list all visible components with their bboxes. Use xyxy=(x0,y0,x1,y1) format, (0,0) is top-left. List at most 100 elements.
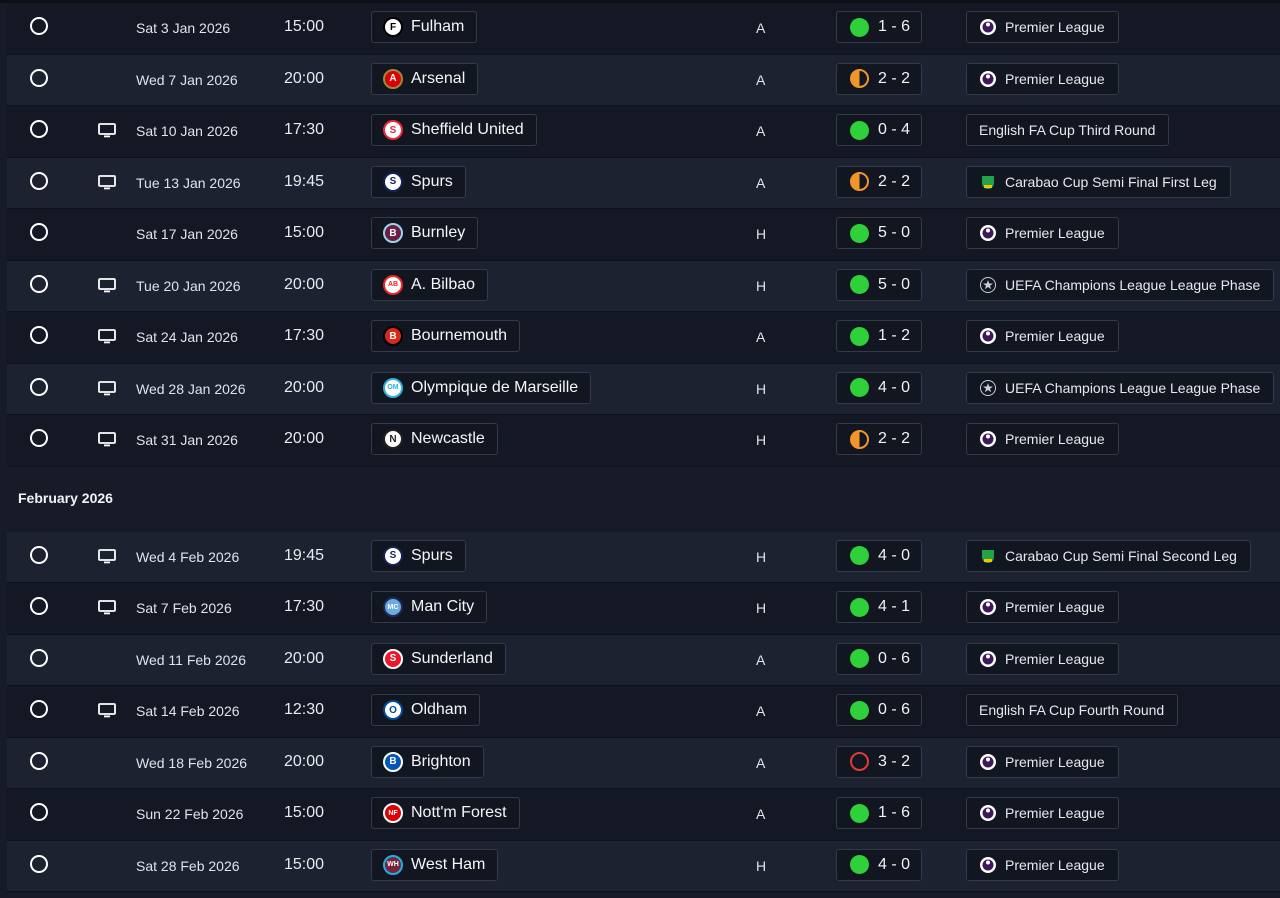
result-button[interactable]: 5 - 0 xyxy=(836,217,922,249)
fixture-row[interactable]: Sat 31 Jan 2026 20:00 N Newcastle H 2 - 2 Prem… xyxy=(7,415,1280,467)
competition-button[interactable]: Premier League xyxy=(966,217,1119,249)
select-circle-button[interactable] xyxy=(30,17,48,35)
result-button[interactable]: 1 - 6 xyxy=(836,797,922,829)
competition-button[interactable]: Premier League xyxy=(966,797,1119,829)
result-button[interactable]: 5 - 0 xyxy=(836,268,922,301)
man-city-crest-icon: MC xyxy=(383,597,403,617)
result-button[interactable]: 1 - 6 xyxy=(836,11,922,43)
result-button[interactable]: 4 - 0 xyxy=(836,371,922,404)
opponent-button[interactable]: S Sunderland xyxy=(371,642,506,675)
fixture-row[interactable]: Wed 7 Jan 2026 20:00 A Arsenal A 2 - 2 Premier… xyxy=(7,54,1280,106)
opponent-button[interactable]: MC Man City xyxy=(371,591,488,623)
select-circle-button[interactable] xyxy=(30,223,48,241)
select-circle-button[interactable] xyxy=(30,545,48,564)
result-button[interactable]: 1 - 2 xyxy=(836,320,922,352)
select-circle-button[interactable] xyxy=(30,326,48,344)
select-circle-button[interactable] xyxy=(30,120,48,138)
competition-button[interactable]: Premier League xyxy=(966,642,1119,675)
competition-button[interactable]: Carabao Cup Semi Final Second Leg xyxy=(966,539,1251,572)
january-fixtures: Sat 3 Jan 2026 15:00 F Fulham A 1 - 6 Premier … xyxy=(7,3,1280,467)
score-text: 1 - 6 xyxy=(878,804,911,821)
fixture-row[interactable]: Tue 20 Jan 2026 20:00 AB A. Bilbao H 5 - 0 UEF… xyxy=(7,260,1280,312)
opponent-button[interactable]: O Oldham xyxy=(371,694,481,726)
competition-name: Premier League xyxy=(1005,70,1105,87)
result-button[interactable]: 0 - 4 xyxy=(836,114,922,146)
select-circle-button[interactable] xyxy=(30,377,48,396)
competition-button[interactable]: Premier League xyxy=(966,11,1119,43)
opponent-button[interactable]: WH West Ham xyxy=(371,848,499,881)
result-win-icon xyxy=(850,120,869,140)
opponent-button[interactable]: B Bournemouth xyxy=(371,320,521,352)
opponent-button[interactable]: A Arsenal xyxy=(371,62,479,95)
competition-button[interactable]: UEFA Champions League League Phase xyxy=(966,268,1275,301)
kickoff-time: 20:00 xyxy=(284,649,325,667)
competition-name: Premier League xyxy=(1005,805,1105,821)
opponent-button[interactable]: F Fulham xyxy=(371,11,478,43)
result-button[interactable]: 0 - 6 xyxy=(836,642,922,675)
fixture-row[interactable]: Sat 3 Jan 2026 15:00 F Fulham A 1 - 6 Premier … xyxy=(7,3,1280,55)
opponent-button[interactable]: S Spurs xyxy=(371,165,466,198)
fixture-row[interactable]: Sat 28 Feb 2026 15:00 WH West Ham H 4 - 0 Prem… xyxy=(7,840,1280,892)
result-button[interactable]: 4 - 1 xyxy=(836,591,922,623)
result-draw-icon xyxy=(850,69,869,88)
fixture-row[interactable]: Wed 11 Feb 2026 20:00 S Sunderland A 0 - 6 Pre… xyxy=(7,634,1280,686)
kickoff-time: 17:30 xyxy=(284,598,325,615)
fixture-row[interactable]: Sat 17 Jan 2026 15:00 B Burnley H 5 - 0 Premie… xyxy=(7,209,1280,261)
competition-button[interactable]: Carabao Cup Semi Final First Leg xyxy=(966,165,1231,198)
opponent-button[interactable]: NF Nott'm Forest xyxy=(371,797,520,829)
competition-button[interactable]: Premier League xyxy=(966,320,1119,352)
athletic-bilbao-crest-icon: AB xyxy=(383,274,403,295)
fixture-row[interactable]: Sat 7 Feb 2026 17:30 MC Man City H 4 - 1 Premi… xyxy=(7,583,1280,635)
opponent-button[interactable]: AB A. Bilbao xyxy=(371,268,489,301)
result-button[interactable]: 3 - 2 xyxy=(836,745,922,778)
fixtures-list: Sat 3 Jan 2026 15:00 F Fulham A 1 - 6 Premier … xyxy=(7,3,1280,892)
tv-icon xyxy=(98,174,116,190)
fixture-row[interactable]: Sun 22 Feb 2026 15:00 NF Nott'm Forest A 1 - … xyxy=(7,789,1280,841)
opponent-button[interactable]: B Burnley xyxy=(371,217,479,249)
select-circle-button[interactable] xyxy=(30,854,48,873)
venue-indicator: A xyxy=(756,806,766,822)
result-button[interactable]: 4 - 0 xyxy=(836,539,922,572)
spurs-crest-icon: S xyxy=(383,545,403,566)
result-button[interactable]: 2 - 2 xyxy=(836,62,922,95)
fixture-row[interactable]: Wed 4 Feb 2026 19:45 S Spurs H 4 - 0 Carabao C… xyxy=(7,531,1280,583)
select-circle-button[interactable] xyxy=(30,751,48,770)
select-circle-button[interactable] xyxy=(30,429,48,447)
result-win-icon xyxy=(850,597,869,617)
competition-button[interactable]: Premier League xyxy=(966,745,1119,778)
result-draw-icon xyxy=(850,172,869,191)
select-circle-button[interactable] xyxy=(30,68,48,87)
opponent-button[interactable]: OM Olympique de Marseille xyxy=(371,371,592,404)
select-circle-button[interactable] xyxy=(30,700,48,718)
competition-button[interactable]: Premier League xyxy=(966,62,1119,95)
opponent-name: Newcastle xyxy=(411,430,485,447)
select-circle-button[interactable] xyxy=(30,648,48,667)
competition-button[interactable]: Premier League xyxy=(966,848,1119,881)
select-circle-button[interactable] xyxy=(30,274,48,293)
result-button[interactable]: 2 - 2 xyxy=(836,165,922,198)
result-button[interactable]: 2 - 2 xyxy=(836,423,922,455)
select-circle-button[interactable] xyxy=(30,171,48,190)
competition-button[interactable]: Premier League xyxy=(966,423,1119,455)
fixture-row[interactable]: Tue 13 Jan 2026 19:45 S Spurs A 2 - 2 Carabao … xyxy=(7,157,1280,209)
fixture-row[interactable]: Wed 18 Feb 2026 20:00 B Brighton A 3 - 2 Premi… xyxy=(7,737,1280,789)
competition-button[interactable]: English FA Cup Third Round xyxy=(966,114,1170,146)
competition-button[interactable]: English FA Cup Fourth Round xyxy=(966,694,1179,726)
fixture-row[interactable]: Wed 28 Jan 2026 20:00 OM Olympique de Marse… xyxy=(7,363,1280,415)
opponent-button[interactable]: S Spurs xyxy=(371,539,466,572)
result-button[interactable]: 0 - 6 xyxy=(836,694,922,726)
competition-button[interactable]: Premier League xyxy=(966,591,1119,623)
score-text: 0 - 6 xyxy=(878,701,911,718)
opponent-name: Bournemouth xyxy=(411,327,508,344)
opponent-button[interactable]: S Sheffield United xyxy=(371,114,537,146)
select-circle-button[interactable] xyxy=(30,597,48,615)
select-circle-button[interactable] xyxy=(30,803,48,821)
fixture-row[interactable]: Sat 24 Jan 2026 17:30 B Bournemouth A 1 - 2 Pr… xyxy=(7,312,1280,364)
competition-button[interactable]: UEFA Champions League League Phase xyxy=(966,371,1275,404)
result-button[interactable]: 4 - 0 xyxy=(836,848,922,881)
opponent-button[interactable]: N Newcastle xyxy=(371,423,498,455)
score-text: 4 - 0 xyxy=(878,378,911,396)
fixture-row[interactable]: Sat 10 Jan 2026 17:30 S Sheffield United A 0 … xyxy=(7,106,1280,158)
fixture-row[interactable]: Sat 14 Feb 2026 12:30 O Oldham A 0 - 6 English… xyxy=(7,686,1280,738)
opponent-button[interactable]: B Brighton xyxy=(371,745,484,778)
